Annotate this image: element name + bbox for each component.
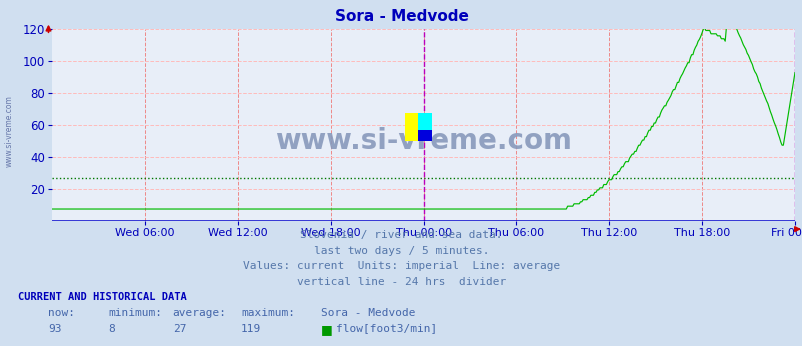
Text: www.si-vreme.com: www.si-vreme.com [275,127,571,155]
Bar [404,113,418,142]
Text: flow[foot3/min]: flow[foot3/min] [335,324,436,334]
Text: www.si-vreme.com: www.si-vreme.com [5,95,14,167]
Text: minimum:: minimum: [108,308,162,318]
Text: 27: 27 [172,324,186,334]
Text: Sora - Medvode: Sora - Medvode [321,308,415,318]
Bar [418,112,431,130]
Text: 119: 119 [241,324,261,334]
Bar [418,130,431,142]
Text: Slovenia / river and sea data.: Slovenia / river and sea data. [300,230,502,240]
Text: ■: ■ [321,324,333,337]
Text: CURRENT AND HISTORICAL DATA: CURRENT AND HISTORICAL DATA [18,292,186,302]
Text: 8: 8 [108,324,115,334]
Text: now:: now: [48,308,75,318]
Text: average:: average: [172,308,226,318]
Text: vertical line - 24 hrs  divider: vertical line - 24 hrs divider [297,277,505,287]
Text: last two days / 5 minutes.: last two days / 5 minutes. [314,246,488,256]
Text: Sora - Medvode: Sora - Medvode [334,9,468,24]
Text: Values: current  Units: imperial  Line: average: Values: current Units: imperial Line: av… [242,261,560,271]
Text: 93: 93 [48,324,62,334]
Text: maximum:: maximum: [241,308,294,318]
